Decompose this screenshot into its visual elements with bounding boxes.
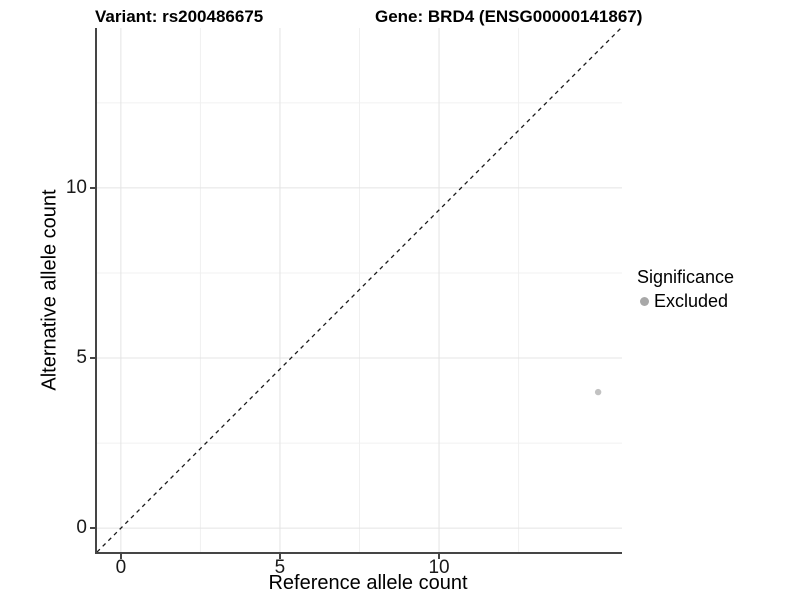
plot-panel bbox=[97, 28, 622, 552]
x-axis-title: Reference allele count bbox=[268, 572, 468, 594]
x-axis-line bbox=[95, 552, 622, 554]
x-tick-label: 10 bbox=[428, 557, 450, 578]
data-point bbox=[594, 388, 602, 396]
chart-title-gene: Gene: BRD4 (ENSG00000141867) bbox=[375, 7, 643, 26]
scatter-plot-canvas bbox=[97, 28, 622, 552]
x-tick-label: 5 bbox=[274, 557, 286, 578]
legend-item-excluded: Excluded bbox=[640, 291, 734, 312]
chart-title-variant: Variant: rs200486675 bbox=[95, 7, 264, 26]
legend-item-label: Excluded bbox=[654, 291, 729, 311]
y-tick-label: 5 bbox=[76, 347, 87, 369]
legend-title: Significance bbox=[637, 267, 735, 287]
y-tick-mark bbox=[90, 186, 95, 189]
y-axis-line bbox=[95, 28, 97, 554]
x-tick-mark bbox=[278, 554, 281, 559]
y-tick-mark bbox=[90, 357, 95, 360]
excluded-point-icon bbox=[640, 297, 649, 306]
x-tick-mark bbox=[438, 554, 441, 559]
y-tick-label: 10 bbox=[65, 176, 87, 198]
y-tick-label: 0 bbox=[76, 517, 87, 539]
identity-dashed-line bbox=[97, 28, 622, 552]
y-axis-title: Alternative allele count bbox=[38, 189, 61, 391]
y-tick-mark bbox=[90, 527, 95, 530]
legend: Significance Excluded bbox=[637, 267, 734, 312]
x-tick-mark bbox=[119, 554, 122, 559]
x-tick-label: 0 bbox=[115, 557, 127, 578]
